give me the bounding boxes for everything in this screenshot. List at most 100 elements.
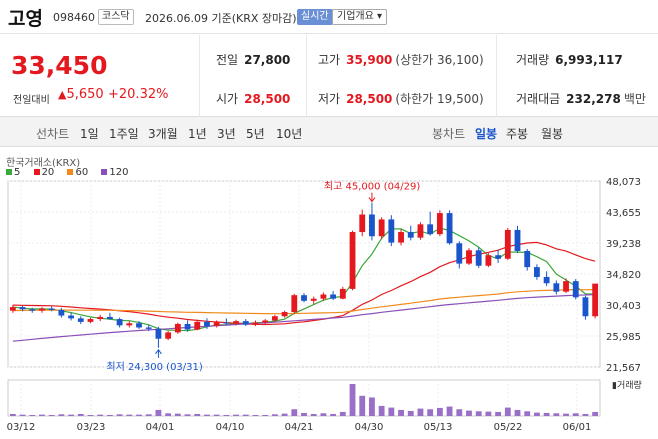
candle-body (262, 320, 269, 323)
candle-weekly[interactable]: 주봉 (506, 127, 529, 141)
amount-value: 232,278 (566, 92, 621, 106)
low-value: 28,500 (346, 92, 393, 106)
candle-body (475, 250, 482, 266)
volume-value: 6,993,117 (555, 53, 623, 67)
volume-bar (398, 409, 404, 416)
volume-bar (339, 411, 346, 416)
volume-bar (495, 411, 502, 416)
x-tick-label: 05/13 (424, 422, 453, 433)
volume-bar (456, 409, 463, 416)
candle-body (310, 298, 317, 301)
candle-body (466, 250, 472, 264)
period-3m[interactable]: 3개월 (148, 127, 178, 141)
legend-ma20-label: 20 (41, 167, 55, 178)
prev-close-label: 전일 (216, 53, 239, 67)
volume-bar (592, 411, 599, 416)
candle-body (223, 322, 230, 324)
volume-bar (466, 410, 472, 416)
candle-body (97, 316, 104, 320)
volume-bar (106, 414, 113, 416)
volume-frame (7, 379, 601, 417)
x-tick-label: 03/23 (77, 422, 106, 433)
candle-body (106, 316, 113, 320)
period-3y[interactable]: 3년 (217, 127, 236, 141)
volume-bar (504, 407, 511, 416)
open-label: 시가 (216, 92, 239, 106)
annotations: 최고 45,000 (04/29) 최저 24,300 (03/31) (106, 181, 420, 373)
line-chart-label[interactable]: 선차트 (36, 127, 70, 141)
volume-bar (543, 412, 550, 416)
candle-chart-label[interactable]: 봉차트 (432, 127, 466, 141)
candle-body (233, 321, 239, 324)
candle-body (330, 294, 337, 299)
volume-bar (165, 413, 172, 416)
volume-bar (320, 413, 327, 416)
volume-axis-label: ▮거래량 (612, 379, 642, 391)
volume-bar (582, 413, 589, 416)
candle-body (242, 321, 249, 325)
volume-bar (48, 414, 55, 416)
legend-swatch (33, 169, 40, 175)
legend-swatch (6, 169, 12, 175)
high-annotation: 최고 45,000 (04/29) (324, 181, 420, 193)
y-tick-label: 43,655 (606, 208, 641, 219)
volume-bar (126, 414, 133, 416)
candle-monthly[interactable]: 월봉 (541, 127, 564, 141)
x-tick-label: 04/21 (285, 422, 314, 433)
low-cell: 저가 28,500 (하한가 19,500) (318, 90, 484, 107)
prev-close-cell: 전일 27,800 (216, 51, 290, 68)
candle-body (136, 323, 142, 328)
volume-bar (242, 414, 249, 416)
legend-ma60-label: 60 (75, 167, 89, 178)
candle-body (301, 295, 307, 301)
volume-bar (475, 411, 482, 416)
prev-close-value: 27,800 (244, 53, 291, 67)
volume-bar (116, 414, 123, 416)
y-tick-label: 25,985 (606, 332, 641, 343)
ma60-line (12, 288, 596, 315)
volume-bar (155, 409, 162, 416)
volume-bar (194, 413, 201, 416)
candle-body (29, 309, 36, 311)
volume-bar (252, 414, 259, 416)
volume-bar (9, 413, 16, 416)
candle-body (427, 224, 434, 235)
candlestick-chart[interactable]: 48,073 43,655 39,238 34,820 30,403 25,985 21,5… (0, 150, 658, 439)
realtime-button[interactable]: 실시간 (297, 9, 333, 25)
volume-bar (436, 407, 443, 416)
candle-body (495, 255, 502, 259)
ma120-line (12, 293, 596, 342)
period-1y[interactable]: 1년 (188, 127, 207, 141)
volume-bar (19, 414, 26, 416)
candle-daily[interactable]: 일봉 (475, 127, 498, 141)
stock-header: 고영 098460 코스닥 2026.06.09 기준(KRX 장마감) 실시간… (0, 0, 658, 34)
period-1d[interactable]: 1일 (80, 127, 99, 141)
divider (306, 35, 307, 117)
chart-toolbar: 선차트 1일 1주일 3개월 1년 3년 5년 10년 봉차트 일봉 주봉 월봉 (0, 117, 658, 147)
candle-body (504, 229, 511, 259)
candle-body (572, 281, 579, 298)
high-label: 고가 (318, 53, 341, 67)
volume-bar (514, 409, 521, 416)
period-10y[interactable]: 10년 (276, 127, 303, 141)
period-1w[interactable]: 1주일 (109, 127, 139, 141)
volume-bar (485, 411, 492, 416)
candle-body (320, 294, 327, 299)
volume-bar (136, 414, 142, 416)
candle-body (58, 309, 65, 316)
candle-body (417, 224, 424, 238)
upper-limit: (상한가 36,100) (395, 53, 484, 67)
change-amount-value: 5,650 (66, 87, 104, 102)
volume-bar (281, 413, 288, 416)
candle-body (359, 214, 366, 233)
up-arrow-icon (155, 348, 162, 355)
company-info-button[interactable]: 기업개요 ▾ (332, 9, 387, 25)
y-tick-label: 30,403 (606, 301, 641, 312)
candle-body (485, 255, 492, 266)
open-cell: 시가 28,500 (216, 90, 290, 107)
volume-bar (417, 408, 424, 416)
volume-bar (39, 414, 45, 416)
y-tick-label: 39,238 (606, 239, 641, 250)
y-tick-label: 21,567 (606, 363, 641, 374)
period-5y[interactable]: 5년 (246, 127, 265, 141)
